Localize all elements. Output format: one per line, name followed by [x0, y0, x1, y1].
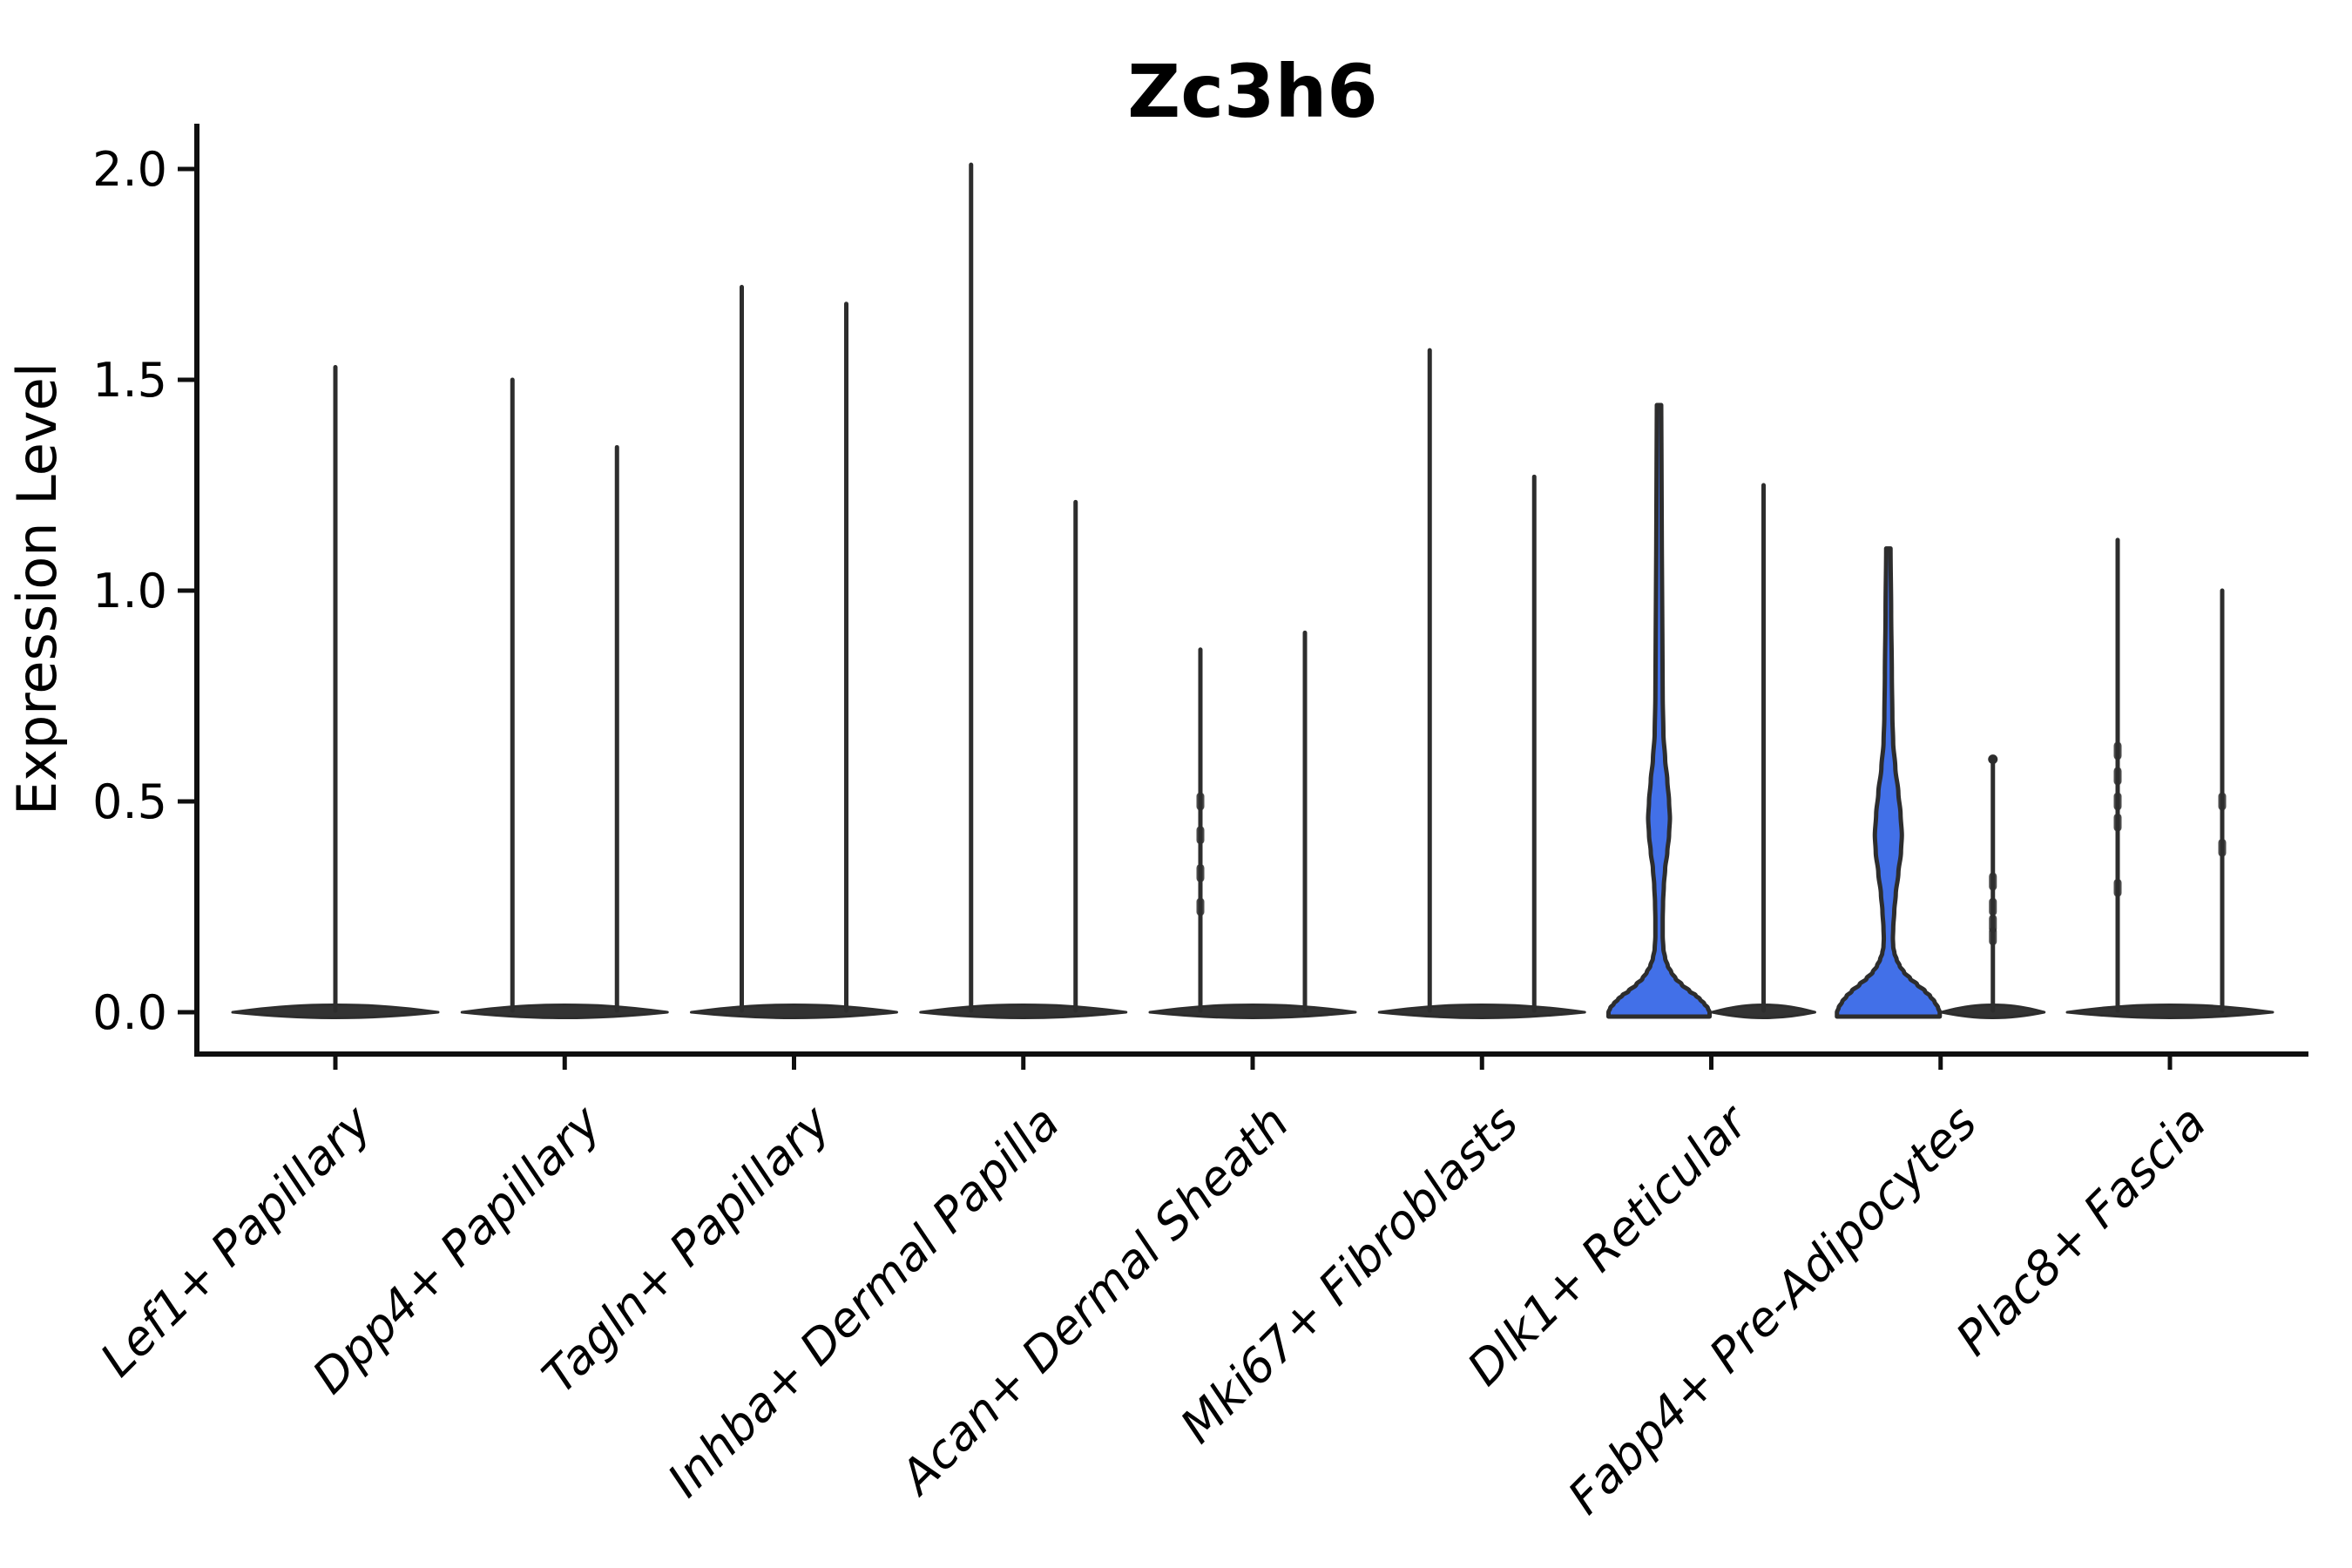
y-axis-label: Expression Level	[5, 362, 69, 815]
x-tick-label-text: Inhba+ Dermal Papilla	[657, 1095, 1070, 1508]
baseline-strip	[1377, 1004, 1586, 1019]
baseline-strip	[690, 1004, 898, 1019]
y-tick-label: 1.0	[92, 564, 167, 618]
y-tick-label: 1.5	[92, 353, 167, 408]
x-tick-label: Inhba+ Dermal Papilla	[657, 1095, 1070, 1508]
x-tick-label: Fabp4+ Pre-Adipocytes	[1558, 1095, 1987, 1524]
x-tick-label: Plac8+ Fascia	[1945, 1095, 2216, 1366]
baseline-strip	[460, 1004, 669, 1019]
x-tick-label-text: Acan+ Dermal Sheath	[889, 1095, 1300, 1506]
filled-violin-shape	[1606, 402, 1712, 1019]
x-tick-label-text: Fabp4+ Pre-Adipocytes	[1558, 1095, 1987, 1524]
y-tick-label: 0.0	[92, 985, 167, 1040]
violin-dlk1-reticular-filled	[1606, 402, 1712, 1019]
violin-fabp4-pre-adipocytes-filled	[1835, 546, 1943, 1019]
spike-violins-layer	[333, 162, 2227, 1013]
axis-spines	[194, 124, 2308, 1057]
filled-violins-layer	[1606, 402, 1943, 1019]
spike-top-knob	[1988, 754, 1998, 765]
axes-layer	[194, 124, 2308, 1057]
baseline-strip	[919, 1004, 1128, 1019]
filled-violin-shape	[1835, 546, 1943, 1019]
y-tick-label: 0.5	[92, 774, 167, 829]
chart-title: Zc3h6	[1127, 49, 1377, 134]
x-tick-label: Acan+ Dermal Sheath	[889, 1095, 1300, 1506]
baseline-strip	[1148, 1004, 1357, 1019]
baseline-strip	[2065, 1004, 2274, 1019]
baseline-violins-layer	[231, 1004, 2274, 1019]
y-tick-label: 2.0	[92, 142, 167, 197]
violin-fabp4-pre-adipocytes-b	[1988, 754, 1998, 1013]
x-tick-label-text: Plac8+ Fascia	[1945, 1095, 2216, 1366]
y-axis-ticks: 0.0 0.5 1.0 1.5 2.0	[92, 142, 197, 1040]
